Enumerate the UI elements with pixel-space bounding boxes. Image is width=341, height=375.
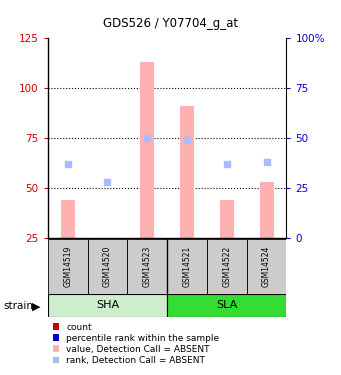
Bar: [207, 239, 247, 294]
Text: SLA: SLA: [216, 300, 237, 310]
Point: [145, 135, 150, 141]
Bar: [127, 239, 167, 294]
Bar: [140, 62, 154, 238]
Bar: [167, 239, 207, 294]
Bar: [260, 182, 273, 238]
Bar: [88, 239, 127, 294]
Point: [184, 137, 190, 143]
Point: [105, 179, 110, 185]
Text: ▶: ▶: [32, 302, 41, 311]
Text: GSM14523: GSM14523: [143, 246, 152, 287]
Text: GDS526 / Y07704_g_at: GDS526 / Y07704_g_at: [103, 17, 238, 30]
Bar: [167, 294, 286, 317]
Text: strain: strain: [3, 302, 33, 311]
Text: GSM14521: GSM14521: [182, 246, 192, 287]
Bar: [180, 106, 194, 238]
Point: [224, 161, 229, 167]
Point: [264, 159, 269, 165]
Bar: [61, 200, 75, 238]
Text: rank, Detection Call = ABSENT: rank, Detection Call = ABSENT: [66, 356, 205, 365]
Text: GSM14519: GSM14519: [63, 246, 72, 287]
Bar: [48, 239, 88, 294]
Text: percentile rank within the sample: percentile rank within the sample: [66, 334, 220, 343]
Text: SHA: SHA: [96, 300, 119, 310]
Text: count: count: [66, 322, 92, 332]
Text: GSM14520: GSM14520: [103, 246, 112, 287]
Point: [65, 161, 70, 167]
Text: value, Detection Call = ABSENT: value, Detection Call = ABSENT: [66, 345, 210, 354]
Bar: [48, 294, 167, 317]
Bar: [220, 200, 234, 238]
Text: GSM14524: GSM14524: [262, 246, 271, 287]
Bar: [247, 239, 286, 294]
Bar: [101, 238, 114, 244]
Text: GSM14522: GSM14522: [222, 246, 231, 287]
